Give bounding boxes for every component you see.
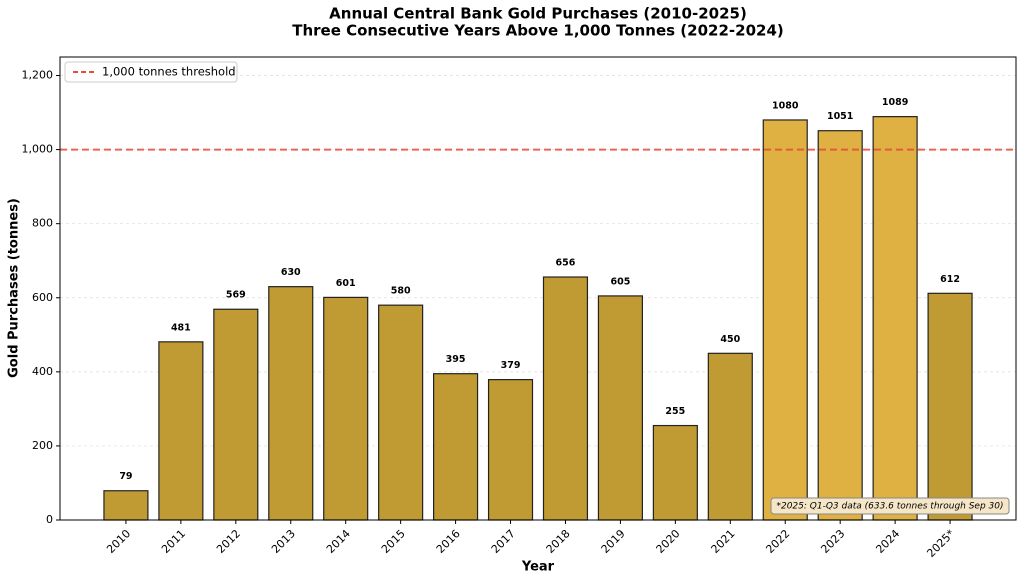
legend-box bbox=[64, 61, 238, 83]
value-label: 1089 bbox=[882, 97, 908, 108]
x-tick-label: 2010 bbox=[104, 527, 133, 556]
value-label: 569 bbox=[226, 290, 246, 301]
x-tick-label: 2018 bbox=[544, 527, 573, 556]
x-tick-label: 2016 bbox=[434, 527, 463, 556]
y-tick-label: 0 bbox=[46, 513, 53, 526]
annotation-box bbox=[770, 497, 1010, 515]
y-tick-label: 1,200 bbox=[22, 69, 54, 82]
y-tick-label: 800 bbox=[32, 217, 53, 230]
chart-title: Annual Central Bank Gold Purchases (2010… bbox=[329, 5, 747, 23]
bar bbox=[378, 304, 424, 521]
plot-frame bbox=[59, 56, 1017, 521]
bar bbox=[433, 373, 479, 521]
value-label: 1051 bbox=[827, 111, 853, 122]
value-label: 79 bbox=[119, 471, 132, 482]
bar bbox=[597, 295, 643, 521]
bar bbox=[487, 379, 534, 521]
x-tick-label: 2015 bbox=[379, 527, 408, 556]
bar bbox=[872, 116, 918, 521]
x-tick-label: 2013 bbox=[269, 527, 298, 556]
bar bbox=[542, 276, 589, 521]
x-tick-label: 2014 bbox=[324, 527, 353, 556]
bar bbox=[707, 352, 753, 521]
value-label: 612 bbox=[940, 274, 960, 285]
value-label: 450 bbox=[720, 334, 740, 345]
y-tick-label: 400 bbox=[32, 365, 53, 378]
bar bbox=[652, 424, 698, 521]
value-label: 1080 bbox=[772, 100, 799, 111]
x-tick-label: 2020 bbox=[654, 527, 683, 556]
y-axis-label: Gold Purchases (tonnes) bbox=[7, 198, 22, 378]
x-tick-label: 2011 bbox=[159, 527, 188, 556]
value-label: 580 bbox=[391, 286, 411, 297]
value-label: 481 bbox=[171, 322, 191, 333]
value-label: 656 bbox=[556, 258, 576, 269]
bar bbox=[323, 296, 369, 521]
value-label: 605 bbox=[610, 276, 630, 287]
x-tick-label: 2017 bbox=[489, 527, 518, 556]
value-label: 630 bbox=[281, 267, 301, 278]
y-tick-label: 200 bbox=[32, 439, 53, 452]
x-tick-label: 2024 bbox=[873, 527, 902, 556]
bar bbox=[213, 308, 259, 521]
value-label: 255 bbox=[665, 406, 685, 417]
x-tick-label: 2023 bbox=[818, 527, 847, 556]
x-tick-label: 2012 bbox=[214, 527, 243, 556]
x-tick-label: 2025* bbox=[924, 527, 957, 560]
bar bbox=[103, 490, 149, 521]
bar bbox=[817, 130, 863, 521]
x-axis-label: Year bbox=[521, 560, 555, 575]
value-label: 601 bbox=[336, 278, 356, 289]
y-tick-label: 600 bbox=[32, 291, 53, 304]
bar bbox=[268, 286, 314, 521]
x-tick-label: 2021 bbox=[709, 527, 738, 556]
annotation: *2025: Q1-Q3 data (633.6 tonnes through … bbox=[776, 502, 1003, 512]
x-tick-label: 2022 bbox=[763, 527, 792, 556]
bar bbox=[158, 341, 204, 521]
y-tick-label: 1,000 bbox=[22, 143, 54, 156]
value-label: 379 bbox=[501, 360, 521, 371]
legend-label: 1,000 tonnes threshold bbox=[102, 65, 236, 79]
bar bbox=[762, 119, 808, 521]
value-label: 395 bbox=[446, 354, 466, 365]
x-tick-label: 2019 bbox=[599, 527, 628, 556]
chart-subtitle: Three Consecutive Years Above 1,000 Tonn… bbox=[292, 22, 784, 40]
bar bbox=[927, 292, 973, 521]
